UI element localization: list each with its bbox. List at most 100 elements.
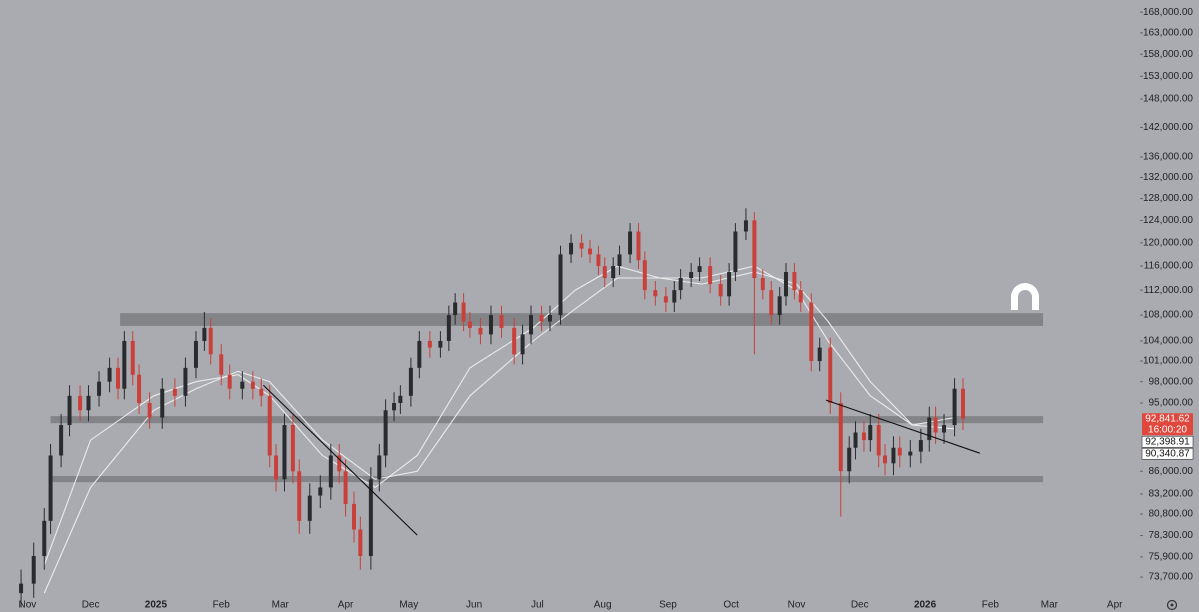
candle-body	[653, 290, 658, 297]
candle-body	[760, 278, 765, 291]
candle-body	[122, 340, 127, 389]
candle-body	[733, 231, 738, 273]
y-tick-label: 116,000.00	[1144, 261, 1194, 272]
candle-body	[193, 340, 198, 368]
x-tick-label: Dec	[851, 600, 869, 611]
zone	[120, 313, 1044, 326]
logo-shape	[1011, 283, 1039, 310]
candle-body	[86, 395, 91, 411]
candle-body	[417, 340, 422, 368]
candle-body	[809, 302, 814, 362]
y-tick-label: 132,000.00	[1143, 172, 1193, 183]
candle-body	[172, 388, 177, 396]
candle-body	[398, 395, 403, 404]
candle-body	[453, 302, 458, 316]
candle-body	[933, 417, 938, 433]
candle-body	[596, 254, 601, 267]
x-tick-label: Feb	[982, 600, 1000, 611]
moving-average	[43, 265, 955, 566]
candle-body	[383, 410, 388, 456]
candle-body	[97, 381, 102, 396]
candle-body	[769, 290, 774, 316]
price-label: 92,841.62	[1145, 414, 1190, 425]
x-tick-label: Apr	[1107, 600, 1123, 611]
candle-body	[579, 242, 584, 249]
candle-body	[318, 487, 323, 496]
candle-body	[328, 455, 333, 488]
candle-body	[783, 272, 788, 297]
y-tick-label: 108,000.00	[1143, 310, 1193, 321]
candle-body	[876, 425, 881, 456]
candle-body	[240, 381, 245, 389]
candle-body	[446, 315, 451, 341]
candle-body	[259, 388, 264, 396]
settings-icon[interactable]	[1166, 599, 1178, 611]
moving-average	[43, 271, 955, 594]
candle-body	[539, 315, 544, 322]
trend-line	[825, 399, 981, 454]
gear[interactable]	[1166, 599, 1178, 611]
candle-body	[208, 327, 213, 355]
candle-body	[107, 367, 112, 382]
x-tick-label: Dec	[82, 600, 100, 611]
price-label-box	[1142, 413, 1193, 436]
x-tick-label: 2026	[914, 600, 937, 611]
candle-body	[42, 520, 47, 557]
y-tick-label: 98,000.00	[1149, 376, 1194, 387]
candle-body	[752, 220, 757, 279]
candle-body	[817, 347, 822, 362]
y-tick-label: 120,000.00	[1143, 237, 1193, 248]
candle-body	[697, 266, 702, 273]
countdown: 16:00:20	[1148, 424, 1187, 435]
y-tick-label: 136,000.00	[1143, 152, 1193, 163]
candle-body	[891, 447, 896, 464]
candle-body	[297, 471, 302, 521]
candle-body	[663, 296, 668, 303]
candle-body	[952, 388, 957, 426]
candle-body	[227, 374, 232, 389]
x-tick-label: Oct	[723, 600, 739, 611]
candle-body	[520, 334, 525, 355]
x-tick-label: Nov	[18, 600, 36, 611]
trend-line	[263, 384, 418, 536]
candle-body	[908, 451, 913, 456]
candle-body	[617, 254, 622, 267]
y-tick-label: 104,000.00	[1143, 336, 1193, 347]
y-tick-label: 158,000.00	[1143, 49, 1193, 60]
candle-body	[377, 455, 382, 480]
candle-body	[461, 302, 466, 322]
candle-body	[861, 432, 866, 441]
candle-body	[267, 395, 272, 456]
candle-body	[918, 440, 923, 452]
candle-body	[708, 266, 713, 285]
candle-body	[147, 403, 152, 418]
candle-body	[512, 327, 517, 355]
candle-body	[883, 455, 888, 464]
candle-body	[611, 266, 616, 279]
candle-body	[672, 290, 677, 303]
y-tick-label: 163,000.00	[1143, 27, 1193, 38]
candle-body	[160, 388, 165, 418]
candle-body	[558, 254, 563, 316]
candle-body	[358, 529, 363, 557]
candle-body	[343, 471, 348, 504]
candle-body	[219, 354, 224, 375]
y-tick-label: 153,000.00	[1143, 71, 1193, 82]
candle-body	[828, 347, 833, 404]
candle-body	[777, 296, 782, 316]
y-tick-label: 80,800.00	[1149, 509, 1194, 520]
candle-body	[689, 272, 694, 279]
candle-body	[478, 327, 483, 335]
y-tick-label: 148,000.00	[1143, 94, 1193, 105]
candle-body	[427, 340, 432, 348]
candle-body	[853, 432, 858, 448]
price-label-box	[1141, 447, 1194, 460]
candle-body	[408, 367, 413, 396]
candle-body	[337, 455, 342, 472]
y-tick-label: 142,000.00	[1143, 122, 1193, 133]
y-tick-label: 78,300.00	[1149, 530, 1194, 541]
y-tick-label: 86,000.00	[1149, 466, 1194, 477]
x-tick-label: 2025	[145, 600, 168, 611]
gear-center[interactable]	[1170, 603, 1174, 607]
